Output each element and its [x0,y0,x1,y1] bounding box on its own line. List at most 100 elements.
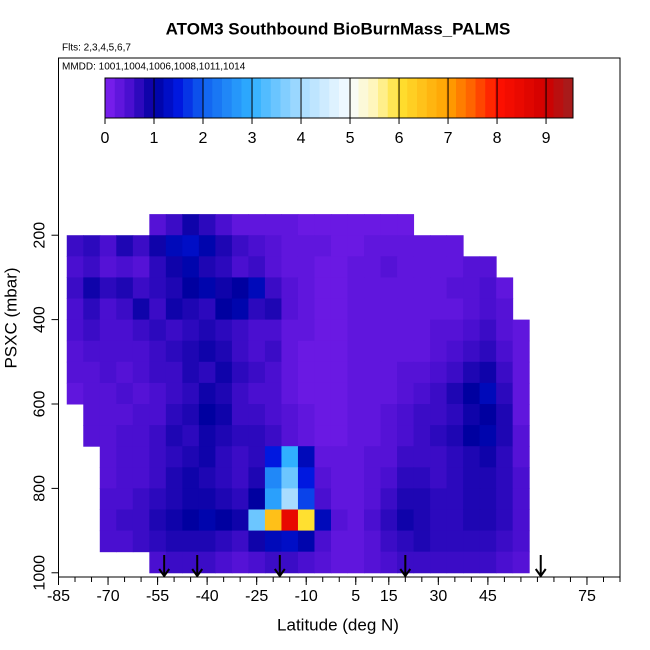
heat-cell [132,256,150,278]
colorbar-swatch [426,78,437,118]
heat-cell [446,404,464,426]
heat-cell [182,404,200,426]
heat-cell [347,551,365,574]
heat-cell [463,361,481,384]
heat-cell [496,467,514,489]
heat-cell [397,277,415,300]
heat-cell [215,298,233,321]
heat-cell [446,551,464,574]
heat-cell [165,467,183,489]
heat-cell [330,551,349,574]
heat-cell [380,277,398,300]
heat-cell [397,382,415,405]
heat-cell [99,361,117,384]
colorbar-swatch [173,78,184,118]
heat-cell [413,551,431,574]
heat-cell [496,298,514,321]
heat-cell [364,214,382,236]
heat-cell [330,277,349,300]
colorbar-swatch [339,78,350,118]
heat-cell [496,446,514,468]
heat-cell [116,404,134,426]
heat-cell [397,530,415,553]
heat-cell [397,214,415,236]
heat-cell [330,446,349,468]
heat-cell [248,404,266,426]
heat-cell [231,404,249,426]
heat-cell [215,467,233,489]
colorbar [105,78,574,118]
heat-cell [364,488,382,510]
heat-cell [264,530,282,553]
heat-cell [264,214,282,236]
colorbar-tick-label: 9 [542,130,551,147]
heat-cell [297,530,315,553]
heat-cell [149,214,167,236]
heat-cell [364,551,382,574]
heat-cell [364,425,382,447]
heat-cell [446,509,464,532]
arrow [191,555,204,578]
heat-cell [215,530,233,553]
heat-cell [264,256,282,278]
heat-cell [132,530,150,553]
heat-cell [413,319,431,342]
heat-cell [83,340,101,363]
heat-cell [198,214,216,236]
heat-cell [446,277,464,300]
heat-cell [364,340,382,363]
heat-cell [165,298,183,321]
heat-cell [182,256,200,278]
colorbar-swatch [485,78,496,118]
heat-cell [364,467,382,489]
heat-cell [83,319,101,342]
heat-cell [116,235,134,257]
heat-cell [281,256,299,278]
heat-cell [116,256,134,278]
heat-cell [413,277,431,300]
heat-cell [314,382,332,405]
colorbar-swatch [495,78,506,118]
heat-cell [182,235,200,257]
colorbar-tick-label: 8 [493,130,502,147]
heat-cell [297,319,315,342]
heat-cell [397,256,415,278]
heat-cell [248,277,266,300]
heat-cell [165,551,183,574]
heat-cell [264,382,282,405]
heat-cell [347,467,365,489]
heat-cell [463,446,481,468]
heat-cell [380,256,398,278]
heat-cell [281,509,299,532]
heat-cell [83,361,101,384]
heat-cell [297,446,315,468]
heat-cell [198,425,216,447]
heat-cell [132,298,150,321]
colorbar-tick-label: 5 [346,130,355,147]
colorbar-swatch [465,78,476,118]
heat-cell [248,446,266,468]
heat-cell [231,530,249,553]
heat-cell [116,340,134,363]
heat-cell [330,235,349,257]
heat-cell [264,277,282,300]
colorbar-swatch [553,78,564,118]
heat-cell [231,425,249,447]
heat-cell [248,256,266,278]
heat-cell [330,404,349,426]
colorbar-swatch [456,78,467,118]
heat-cell [380,551,398,574]
heat-cell [479,340,497,363]
heat-cell [231,214,249,236]
heat-cell [314,551,332,574]
heat-cell [512,467,530,489]
heat-cell [463,382,481,405]
heat-cell [463,256,481,278]
heat-cell [231,509,249,532]
heat-cell [264,404,282,426]
heat-cell [330,509,349,532]
heat-cell [297,361,315,384]
heat-cell [132,446,150,468]
heat-cell [281,214,299,236]
